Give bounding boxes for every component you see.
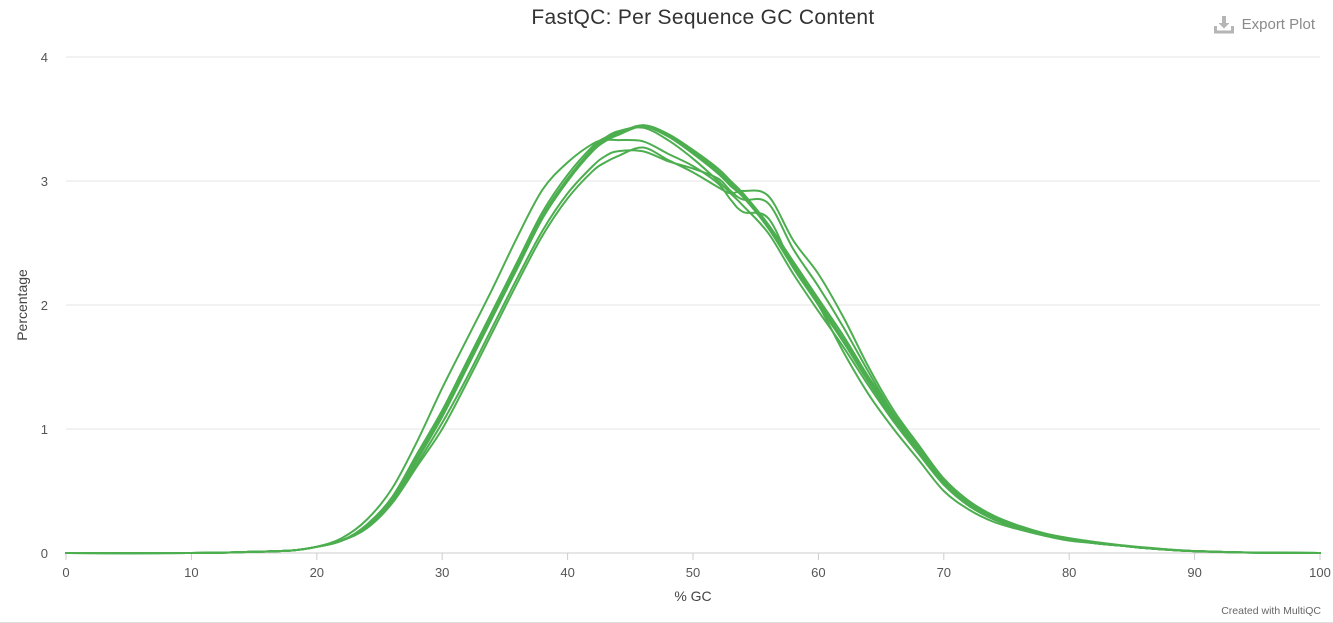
x-tick-label: 100 — [1309, 565, 1331, 580]
chart-title: FastQC: Per Sequence GC Content — [531, 6, 875, 29]
series-line-7[interactable] — [65, 125, 1321, 555]
series-lines — [65, 124, 1321, 555]
x-tick-label: 80 — [1062, 565, 1076, 580]
grid-lines — [66, 56, 1320, 430]
x-tick-label: 40 — [560, 565, 574, 580]
series-line-6[interactable] — [65, 149, 1321, 555]
x-tick-label: 50 — [686, 565, 700, 580]
x-tick-label: 60 — [811, 565, 825, 580]
series-line-4[interactable] — [65, 138, 1321, 555]
x-tick-label: 90 — [1187, 565, 1201, 580]
y-tick-label: 1 — [41, 422, 48, 437]
x-tick-label: 0 — [62, 565, 69, 580]
x-tick-label: 10 — [184, 565, 198, 580]
series-line-2[interactable] — [65, 125, 1321, 555]
download-icon — [1213, 15, 1235, 34]
export-plot-label: Export Plot — [1241, 16, 1315, 33]
x-tick-label: 30 — [435, 565, 449, 580]
x-axis-title: % GC — [674, 588, 711, 604]
y-tick-label: 2 — [41, 298, 48, 313]
y-tick-label: 0 — [41, 546, 48, 561]
y-tick-label: 4 — [41, 50, 48, 65]
series-line-3[interactable] — [65, 126, 1321, 555]
series-line-8[interactable] — [65, 124, 1321, 555]
y-axis-title: Percentage — [14, 269, 30, 341]
export-plot-button[interactable]: Export Plot — [1213, 15, 1315, 34]
series-line-1[interactable] — [65, 124, 1321, 555]
x-tick-label: 70 — [937, 565, 951, 580]
credit-text: Created with MultiQC — [1221, 605, 1321, 617]
series-line-5[interactable] — [65, 146, 1321, 555]
y-tick-label: 3 — [41, 174, 48, 189]
x-tick-label: 20 — [310, 565, 324, 580]
